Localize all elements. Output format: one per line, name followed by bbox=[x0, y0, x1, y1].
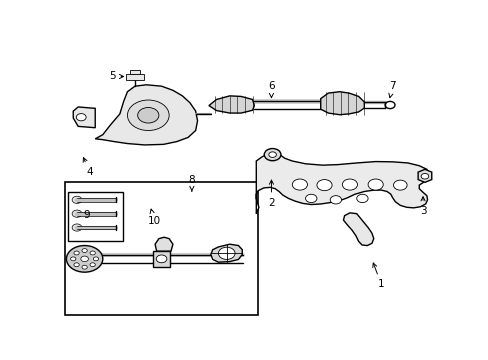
Circle shape bbox=[138, 108, 159, 123]
Circle shape bbox=[156, 255, 166, 263]
Text: 6: 6 bbox=[267, 81, 274, 98]
Circle shape bbox=[393, 180, 407, 190]
Circle shape bbox=[93, 257, 99, 261]
Circle shape bbox=[66, 246, 102, 272]
Polygon shape bbox=[417, 169, 431, 183]
Circle shape bbox=[82, 249, 87, 252]
Circle shape bbox=[72, 210, 82, 217]
Polygon shape bbox=[256, 153, 428, 214]
Circle shape bbox=[264, 149, 280, 161]
Circle shape bbox=[90, 251, 95, 255]
Polygon shape bbox=[210, 244, 242, 262]
Text: 3: 3 bbox=[419, 197, 426, 216]
Text: 2: 2 bbox=[267, 180, 274, 208]
Bar bbox=[126, 74, 143, 80]
Text: 4: 4 bbox=[83, 158, 93, 177]
Text: 10: 10 bbox=[147, 209, 160, 226]
Circle shape bbox=[356, 194, 367, 203]
Circle shape bbox=[72, 196, 82, 203]
Text: 1: 1 bbox=[372, 263, 384, 289]
Circle shape bbox=[76, 114, 86, 121]
Circle shape bbox=[127, 100, 169, 131]
Bar bbox=[65, 182, 258, 315]
Polygon shape bbox=[343, 213, 373, 246]
Polygon shape bbox=[320, 92, 364, 115]
Circle shape bbox=[305, 194, 316, 203]
Text: 5: 5 bbox=[109, 72, 123, 81]
Circle shape bbox=[218, 247, 235, 260]
Circle shape bbox=[90, 263, 95, 267]
Circle shape bbox=[82, 265, 87, 269]
Circle shape bbox=[74, 251, 79, 255]
Circle shape bbox=[72, 224, 82, 231]
Circle shape bbox=[420, 174, 428, 179]
Bar bbox=[68, 192, 122, 242]
Circle shape bbox=[74, 263, 79, 267]
Circle shape bbox=[70, 257, 76, 261]
Circle shape bbox=[268, 152, 276, 157]
Polygon shape bbox=[208, 96, 254, 113]
Text: 7: 7 bbox=[388, 81, 395, 98]
Circle shape bbox=[292, 179, 307, 190]
Circle shape bbox=[81, 256, 88, 262]
Text: 9: 9 bbox=[83, 210, 90, 220]
Polygon shape bbox=[73, 107, 95, 128]
Circle shape bbox=[329, 195, 341, 204]
Text: 8: 8 bbox=[188, 175, 195, 191]
Bar bbox=[153, 251, 169, 267]
Bar bbox=[130, 70, 140, 74]
Circle shape bbox=[367, 179, 383, 190]
Circle shape bbox=[342, 179, 357, 190]
Polygon shape bbox=[155, 237, 173, 251]
Polygon shape bbox=[95, 85, 197, 145]
Circle shape bbox=[316, 180, 331, 191]
